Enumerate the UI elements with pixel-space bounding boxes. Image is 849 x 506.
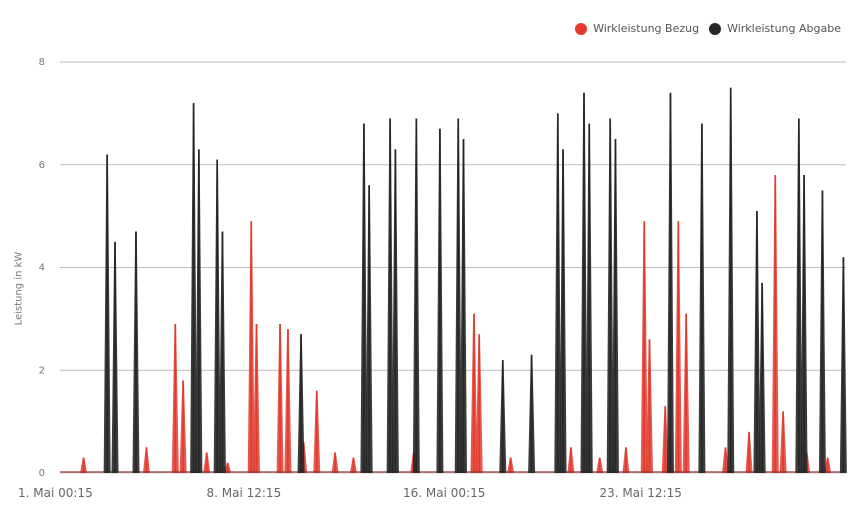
y-tick-label-0: 0 (39, 468, 45, 479)
y-axis-label: Leistung in kW (13, 251, 25, 326)
legend-label-bezug: Wirkleistung Bezug (593, 22, 700, 35)
legend-dot-abgabe (709, 22, 722, 35)
y-tick-label-6: 6 (39, 160, 45, 171)
y-tick-label-4: 4 (39, 263, 45, 274)
legend-item-bezug[interactable]: Wirkleistung Bezug (575, 22, 699, 35)
legend-label-abgabe: Wirkleistung Abgabe (727, 22, 841, 35)
y-tick-label-2: 2 (39, 365, 45, 376)
legend-dot-bezug (575, 22, 588, 35)
x-tick-label-0: 1. Mai 00:15 (18, 486, 93, 500)
legend: Wirkleistung Bezug Wirkleistung Abgabe (575, 22, 841, 35)
x-tick-label-2: 16. Mai 00:15 (403, 486, 485, 500)
y-tick-label-8: 8 (39, 57, 45, 68)
x-tick-label-1: 8. Mai 12:15 (207, 486, 282, 500)
x-tick-label-3: 23. Mai 12:15 (600, 486, 682, 500)
legend-item-abgabe[interactable]: Wirkleistung Abgabe (709, 22, 841, 35)
